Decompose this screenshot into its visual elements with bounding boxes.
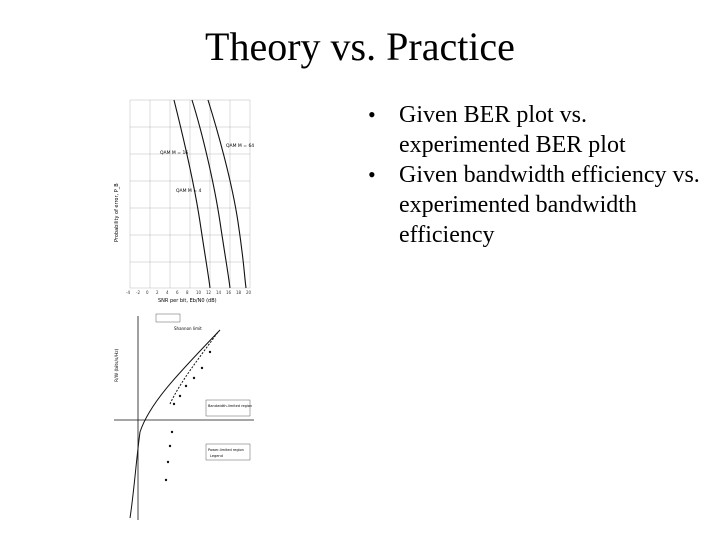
svg-text:6: 6: [176, 290, 179, 295]
ber-curve-qam64: [207, 99, 247, 289]
svg-text:4: 4: [166, 290, 169, 295]
bw-axes: [114, 316, 254, 520]
ber-plot-image: Probability of error, P_B SNR per bit, E…: [108, 92, 256, 306]
bw-points: [164, 350, 212, 482]
bullet-item: • Given bandwidth efficiency vs. experim…: [368, 160, 708, 250]
bullet-icon: •: [368, 162, 376, 187]
svg-text:20: 20: [246, 290, 252, 295]
svg-text:18: 18: [236, 290, 242, 295]
ber-curve-qam16: [191, 99, 231, 289]
svg-text:8: 8: [186, 290, 189, 295]
ber-xlabel: SNR per bit, Eb/N0 (dB): [158, 298, 217, 304]
svg-text:0: 0: [146, 290, 149, 295]
ber-annotation-qam64: QAM M = 64: [226, 143, 254, 149]
ber-annotation-qam4: QAM M = 4: [176, 188, 201, 194]
bullet-item: • Given BER plot vs. experimented BER pl…: [368, 100, 708, 160]
bandwidth-plot-image: R/W (bits/s/Hz) Shannon limit Bandwidth-…: [110, 312, 256, 522]
bullet-text-ber: Given BER plot vs. experimented BER plot: [399, 102, 626, 158]
bw-ylabel: R/W (bits/s/Hz): [114, 348, 120, 382]
ber-plot-grid: [129, 99, 251, 289]
bullet-icon: •: [368, 102, 376, 127]
ber-curves: [173, 99, 247, 289]
ber-ylabel: Probability of error, P_B: [114, 183, 120, 242]
bw-shannon-curve: [129, 329, 221, 519]
svg-text:-4: -4: [126, 290, 130, 295]
bw-legend-label: Legend: [210, 454, 223, 458]
bullet-text-bandwidth: Given bandwidth efficiency vs. experimen…: [399, 162, 700, 248]
slide-title: Theory vs. Practice: [0, 22, 720, 72]
svg-text:16: 16: [226, 290, 232, 295]
svg-text:10: 10: [196, 290, 202, 295]
bw-annotation-power-limited: Power-limited region: [208, 448, 244, 452]
ber-annotation-qam16: QAM M = 16: [160, 150, 188, 156]
svg-text:2: 2: [156, 290, 159, 295]
bullet-list: • Given BER plot vs. experimented BER pl…: [368, 100, 708, 250]
svg-text:-2: -2: [136, 290, 140, 295]
svg-text:12: 12: [206, 290, 212, 295]
bw-annotation-shannon: Shannon limit: [174, 326, 202, 331]
slide-title-text: Theory vs. Practice: [205, 24, 515, 69]
svg-text:14: 14: [216, 290, 222, 295]
ber-curve-qam4: [173, 99, 211, 289]
bw-annotation-bandwidth-limited: Bandwidth-limited region: [208, 404, 252, 408]
ber-x-ticks: -4 -2 0 2 4 6 8 10 12 14 16 18 20: [126, 290, 252, 295]
